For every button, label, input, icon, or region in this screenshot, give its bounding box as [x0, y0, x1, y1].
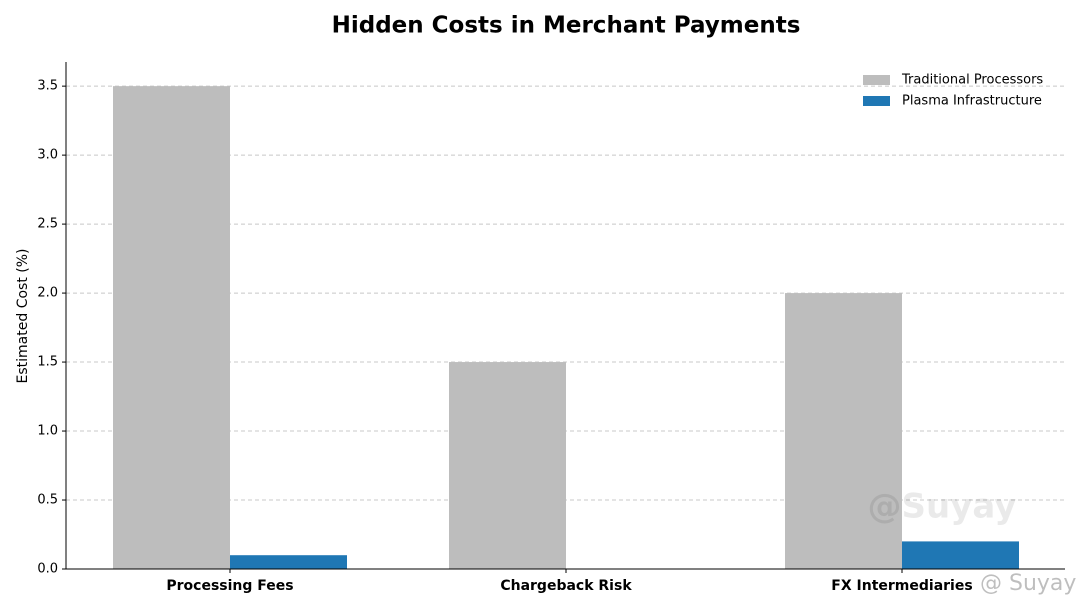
watermark: @ Suyay: [980, 571, 1076, 596]
chart-title: Hidden Costs in Merchant Payments: [332, 13, 801, 39]
y-tick-label: 0.5: [37, 493, 58, 508]
y-tick-label: 3.5: [37, 79, 58, 94]
y-tick-label: 2.0: [37, 286, 58, 301]
x-tick-label: Processing Fees: [166, 578, 293, 594]
legend-label: Plasma Infrastructure: [902, 94, 1042, 109]
y-tick-label: 0.0: [37, 562, 58, 577]
y-tick-label: 3.0: [37, 148, 58, 163]
bar: [902, 541, 1019, 569]
legend-swatch: [863, 96, 890, 106]
y-tick-label: 2.5: [37, 217, 58, 232]
x-tick-label: Chargeback Risk: [500, 578, 632, 594]
y-tick-label: 1.5: [37, 355, 58, 370]
bar: [449, 362, 566, 569]
x-tick-label: FX Intermediaries: [831, 578, 972, 594]
bar: [113, 86, 230, 570]
legend-label: Traditional Processors: [901, 73, 1043, 88]
y-tick-label: 1.0: [37, 424, 58, 439]
y-axis-label: Estimated Cost (%): [15, 249, 31, 384]
bar: [785, 293, 902, 569]
bar: [230, 555, 347, 569]
legend-swatch: [863, 75, 890, 85]
watermark: @Suyay: [868, 487, 1017, 527]
